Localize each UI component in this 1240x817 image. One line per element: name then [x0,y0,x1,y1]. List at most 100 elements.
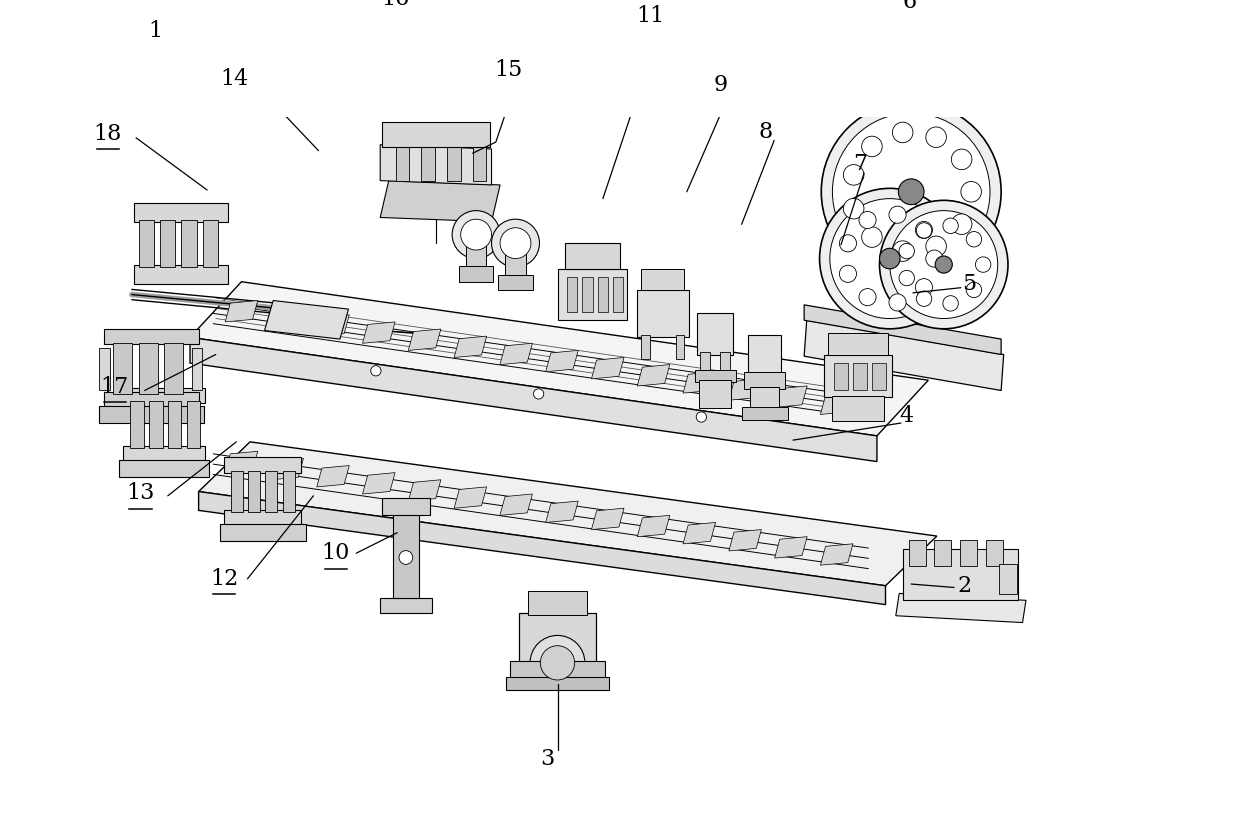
Circle shape [916,223,931,239]
Bar [459,266,494,282]
Polygon shape [729,529,761,551]
Polygon shape [821,393,853,414]
Bar [104,328,198,344]
Bar [167,401,181,448]
Polygon shape [637,516,670,537]
Bar [382,122,490,147]
Circle shape [839,234,857,252]
Text: 9: 9 [714,74,728,96]
Circle shape [500,228,531,258]
Circle shape [926,127,946,148]
Bar [832,395,884,422]
Bar [565,243,620,269]
Circle shape [916,291,931,306]
Circle shape [862,227,882,248]
Circle shape [966,231,982,247]
Polygon shape [546,350,578,372]
Text: 11: 11 [636,5,665,27]
Circle shape [942,218,959,234]
Bar [699,380,732,408]
Bar [472,145,486,181]
Circle shape [541,645,574,680]
Bar [742,407,787,421]
Circle shape [976,257,991,272]
Bar [749,335,781,373]
Polygon shape [895,593,1025,623]
Circle shape [942,296,959,311]
Circle shape [915,221,932,239]
Polygon shape [408,329,441,350]
Bar [676,335,684,359]
Bar [123,388,205,404]
Circle shape [830,199,950,319]
Bar [393,512,419,598]
Bar [396,145,409,181]
Circle shape [843,199,864,219]
Circle shape [935,256,952,273]
Polygon shape [775,537,807,558]
Bar [139,220,154,267]
Bar [104,392,198,408]
Bar [192,348,202,391]
Text: 7: 7 [853,154,867,176]
Bar [613,278,624,311]
Bar [598,278,608,311]
Polygon shape [454,487,486,508]
Text: 5: 5 [962,273,977,295]
Circle shape [966,282,982,297]
Bar [853,363,867,391]
Bar [934,540,951,566]
Polygon shape [546,501,578,523]
Polygon shape [198,442,937,586]
Circle shape [889,206,906,223]
Polygon shape [362,322,396,343]
Text: 3: 3 [541,748,554,770]
Circle shape [529,636,585,690]
Polygon shape [683,522,715,544]
Bar [986,540,1003,566]
Circle shape [898,179,924,204]
Circle shape [926,236,946,257]
Polygon shape [408,480,441,501]
Polygon shape [226,451,258,473]
Bar [203,220,218,267]
Text: 12: 12 [211,568,238,590]
Bar [130,401,144,448]
Bar [498,275,533,290]
Bar [909,540,926,566]
Circle shape [951,149,972,170]
Circle shape [889,294,906,311]
Bar [699,352,711,373]
Bar [134,266,228,284]
Bar [828,333,888,355]
Text: 1: 1 [149,20,162,42]
Polygon shape [190,337,877,462]
Text: 4: 4 [900,405,914,427]
Circle shape [843,164,864,185]
Circle shape [961,181,981,202]
Bar [181,220,197,267]
Bar [422,145,435,181]
Bar [149,401,162,448]
Bar [283,471,295,512]
Circle shape [899,243,914,259]
Circle shape [890,211,998,319]
Polygon shape [381,145,491,185]
Text: 13: 13 [126,482,155,504]
Circle shape [951,214,972,234]
Polygon shape [637,364,670,386]
Bar [835,363,848,391]
Circle shape [820,189,960,328]
Text: 16: 16 [382,0,409,10]
Text: 8: 8 [759,121,773,143]
Circle shape [915,279,932,296]
Bar [998,565,1017,594]
Bar [381,598,432,614]
Bar [248,471,260,512]
Polygon shape [821,544,853,565]
Text: 15: 15 [495,59,523,81]
Text: 17: 17 [100,376,129,398]
Bar [583,278,593,311]
Bar [697,314,733,355]
Bar [694,370,735,382]
